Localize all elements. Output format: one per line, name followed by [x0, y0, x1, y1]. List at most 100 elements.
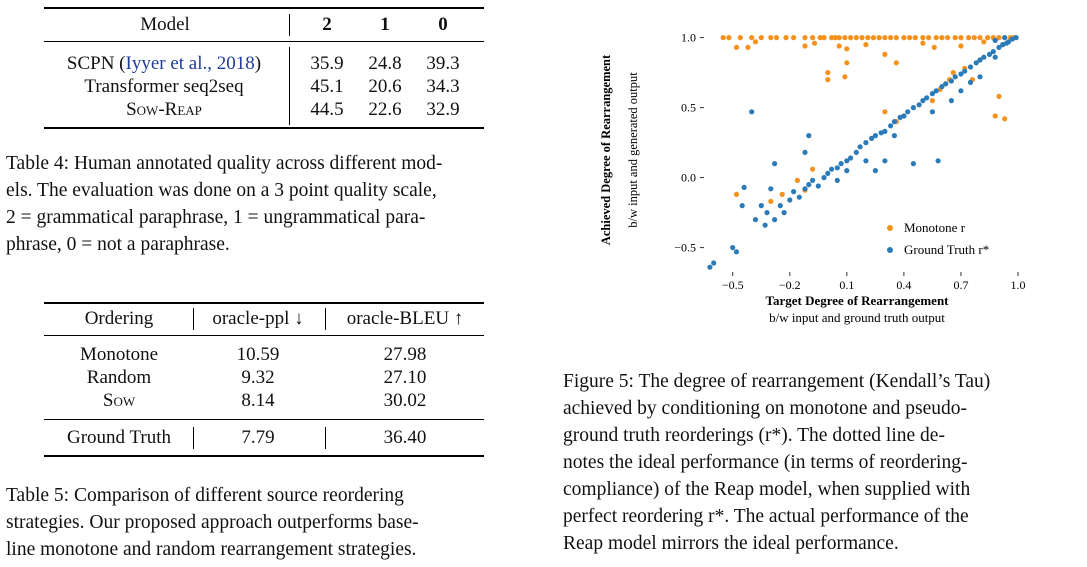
- ground-truth-point: [901, 113, 907, 119]
- monotone-point: [926, 35, 932, 41]
- table4-caption-line: phrase, 0 = not a paraphrase.: [6, 234, 230, 255]
- ground-truth-point: [857, 144, 863, 150]
- ground-truth-point: [802, 149, 808, 155]
- ground-truth-point: [838, 161, 844, 167]
- table5-row-monotone-ordering: Monotone: [79, 344, 159, 365]
- table5-row-monotone-ppl: 10.59: [236, 344, 280, 365]
- ground-truth-point: [952, 74, 958, 80]
- ground-truth-point: [916, 102, 922, 108]
- ground-truth-point: [967, 79, 974, 85]
- citation-link[interactable]: Iyyer et al., 2018: [125, 53, 255, 74]
- ground-truth-point: [929, 91, 935, 97]
- table4-header-1: 1: [380, 14, 390, 35]
- table4-body-divider: [289, 47, 290, 125]
- table4-row-scpn-model: SCPN (Iyyer et al., 2018): [44, 53, 284, 75]
- monotone-point: [865, 35, 871, 41]
- monotone-point: [971, 35, 977, 41]
- ground-truth-point: [929, 109, 935, 115]
- table5-header-ordering: Ordering: [84, 308, 154, 329]
- monotone-point: [859, 35, 865, 41]
- monotone-point: [882, 35, 888, 41]
- monotone-point: [996, 35, 1002, 41]
- table4-header-0: 0: [438, 14, 448, 35]
- x-tick-label: 0.1: [839, 278, 854, 292]
- ground-truth-point: [768, 186, 774, 192]
- y-tick-label: −0.5: [674, 241, 696, 255]
- monotone-point: [842, 35, 848, 41]
- ground-truth-point: [844, 158, 850, 164]
- table5-caption-line: strategies. Our proposed approach outper…: [6, 512, 419, 533]
- table5-row-gt-ordering: Ground Truth: [67, 427, 171, 448]
- x-tick-label: −0.5: [722, 278, 744, 292]
- x-axis-subtitle: b/w input and ground truth output: [769, 310, 945, 325]
- ground-truth-point: [891, 119, 897, 125]
- table4-row-sowreap-model: Sow-Reap: [126, 99, 202, 120]
- table4-row-scpn-2: 35.9: [310, 53, 344, 74]
- table4-caption: Table 4: Human annotated quality across …: [6, 150, 522, 258]
- monotone-point: [882, 51, 888, 58]
- table5-sep-rule: [44, 419, 484, 420]
- table5-row-gt-ppl: 7.79: [241, 427, 275, 448]
- monotone-point: [810, 35, 816, 41]
- monotone-point: [1002, 116, 1008, 122]
- monotone-point: [749, 35, 755, 41]
- monotone-point: [821, 35, 827, 41]
- ground-truth-point: [992, 37, 998, 44]
- ground-truth-point: [730, 245, 736, 251]
- ground-truth-point: [891, 133, 897, 139]
- monotone-point: [901, 35, 907, 41]
- monotone-point: [992, 113, 998, 119]
- monotone-point: [958, 43, 964, 49]
- monotone-point: [811, 40, 818, 46]
- table5-caption: Table 5: Comparison of different source …: [6, 482, 522, 563]
- monotone-point: [726, 35, 732, 41]
- ground-truth-point: [992, 54, 998, 60]
- monotone-point: [733, 191, 740, 197]
- figure5-caption-line: perfect reordering r*. The actual perfor…: [563, 506, 969, 527]
- table4-row-scpn-1: 24.8: [368, 53, 402, 74]
- table5-row-random-ordering: Random: [86, 367, 152, 388]
- table5-caption-line: Table 5: Comparison of different source …: [6, 485, 404, 506]
- ground-truth-point: [863, 158, 869, 164]
- monotone-point: [752, 39, 759, 45]
- legend-label: Ground Truth r*: [904, 242, 989, 257]
- ground-truth-point: [990, 49, 996, 55]
- monotone-point: [870, 35, 877, 41]
- figure5-caption-line: achieved by conditioning on monotone and…: [563, 398, 967, 419]
- ground-truth-point: [834, 177, 840, 183]
- ground-truth-point: [707, 264, 713, 270]
- monotone-point: [810, 166, 816, 172]
- table5-header-ppl: oracle-ppl ↓: [212, 308, 304, 329]
- monotone-point: [952, 35, 958, 41]
- monotone-point: [939, 35, 945, 41]
- monotone-point: [842, 74, 848, 80]
- ground-truth-point: [981, 54, 987, 60]
- table4-row-transformer-0: 34.3: [426, 76, 460, 97]
- monotone-point: [745, 44, 751, 51]
- ground-truth-point: [872, 168, 878, 174]
- ground-truth-point: [764, 210, 770, 216]
- monotone-point: [907, 35, 913, 41]
- table4-header-divider: [289, 14, 290, 36]
- ground-truth-point: [853, 149, 859, 155]
- ground-truth-point: [825, 170, 831, 176]
- ground-truth-point: [924, 95, 930, 101]
- monotone-point: [844, 60, 850, 66]
- ground-truth-point: [1004, 40, 1010, 46]
- table4-header-model: Model: [140, 14, 190, 35]
- monotone-point: [802, 35, 808, 41]
- ground-truth-point: [948, 78, 954, 84]
- monotone-point: [825, 77, 831, 83]
- ground-truth-point: [844, 168, 850, 174]
- monotone-point: [929, 98, 935, 104]
- table4-caption-line: 2 = grammatical paraphrase, 1 = ungramma…: [6, 207, 426, 228]
- ground-truth-point: [739, 203, 745, 209]
- ground-truth-point: [762, 222, 768, 228]
- y-axis-subtitle: b/w input and generated output: [626, 72, 640, 228]
- figure5-caption-line: Figure 5: The degree of rearrangement (K…: [563, 371, 991, 392]
- table4-caption-line: Table 4: Human annotated quality across …: [6, 153, 443, 174]
- table5-gt-divider-2: [325, 427, 326, 449]
- monotone-point: [981, 39, 987, 45]
- monotone-point: [950, 70, 956, 76]
- ground-truth-point: [948, 98, 954, 104]
